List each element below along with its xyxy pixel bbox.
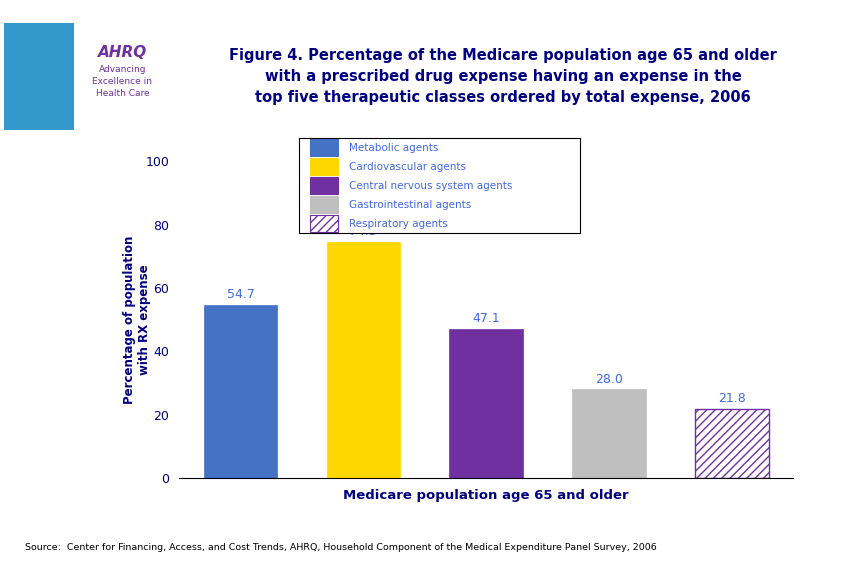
Bar	[74, 23, 170, 130]
Text: Advancing
Excellence in
Health Care: Advancing Excellence in Health Care	[92, 65, 153, 98]
X-axis label: Medicare population age 65 and older: Medicare population age 65 and older	[343, 489, 628, 502]
Bar	[4, 23, 74, 130]
Bar	[309, 158, 337, 175]
Bar	[309, 139, 337, 156]
Text: 21.8: 21.8	[717, 392, 745, 406]
Text: Central nervous system agents: Central nervous system agents	[348, 181, 512, 191]
Text: Source:  Center for Financing, Access, and Cost Trends, AHRQ, Household Componen: Source: Center for Financing, Access, an…	[26, 543, 656, 552]
Text: Respiratory agents: Respiratory agents	[348, 219, 447, 229]
Text: 47.1: 47.1	[472, 312, 499, 325]
Bar	[572, 389, 645, 478]
Bar	[326, 242, 400, 478]
Bar	[309, 177, 337, 194]
Text: Gastrointestinal agents: Gastrointestinal agents	[348, 200, 471, 210]
Bar	[694, 409, 768, 478]
Y-axis label: Percentage of population
with RX expense: Percentage of population with RX expense	[123, 236, 151, 404]
Bar	[449, 329, 522, 478]
Bar	[309, 196, 337, 213]
Text: 54.7: 54.7	[227, 288, 254, 301]
Text: Metabolic agents: Metabolic agents	[348, 143, 438, 153]
Text: AHRQ: AHRQ	[98, 46, 147, 60]
Text: 74.5: 74.5	[349, 225, 377, 238]
Text: Cardiovascular agents: Cardiovascular agents	[348, 162, 466, 172]
Text: Figure 4. Percentage of the Medicare population age 65 and older
with a prescrib: Figure 4. Percentage of the Medicare pop…	[229, 48, 776, 105]
Bar	[204, 305, 277, 478]
Bar	[309, 215, 337, 232]
Text: 28.0: 28.0	[595, 373, 622, 385]
